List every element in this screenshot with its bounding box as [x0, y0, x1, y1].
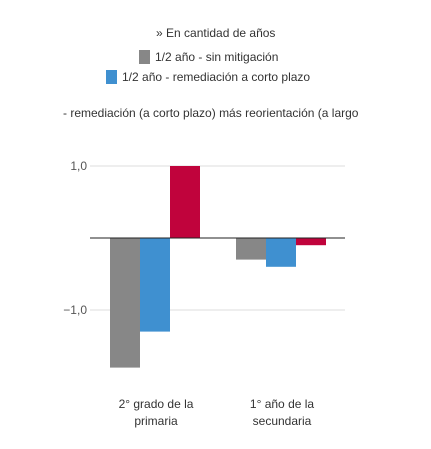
- legend-label-sin-mitigacion: 1/2 año - sin mitigación: [155, 50, 279, 64]
- bar-series-0-cat-0: [110, 238, 140, 368]
- legend-swatch-sin-mitigacion: [139, 50, 150, 64]
- category-label-1-ano: 1° año de la secundaria: [222, 396, 342, 430]
- bar-series-2-cat-0: [170, 166, 200, 238]
- legend-swatch-remediacion: [106, 70, 117, 84]
- category-label-2-grado: 2° grado de la primaria: [96, 396, 216, 430]
- legend-item-sin-mitigacion: 1/2 año - sin mitigación: [139, 50, 278, 64]
- legend-unit-text: » En cantidad de años: [156, 26, 276, 40]
- bar-series-2-cat-1: [296, 238, 326, 246]
- category-label-line: primaria: [134, 414, 178, 428]
- legend-label-remediacion: 1/2 año - remediación a corto plazo: [122, 70, 311, 84]
- y-tick-label: 1,0: [70, 159, 87, 173]
- bar-series-1-cat-1: [266, 238, 296, 267]
- category-label-line: secundaria: [252, 414, 312, 428]
- bar-series-1-cat-0: [140, 238, 170, 332]
- legend-item-remediacion: 1/2 año - remediación a corto plazo: [106, 70, 310, 84]
- category-label-line: 1° año de la: [249, 397, 315, 411]
- y-tick-label: −1,0: [63, 303, 87, 317]
- legend-note-text: - remediación (a corto plazo) más reorie…: [63, 106, 359, 120]
- bar-series-0-cat-1: [236, 238, 266, 260]
- category-label-line: 2° grado de la: [118, 397, 194, 411]
